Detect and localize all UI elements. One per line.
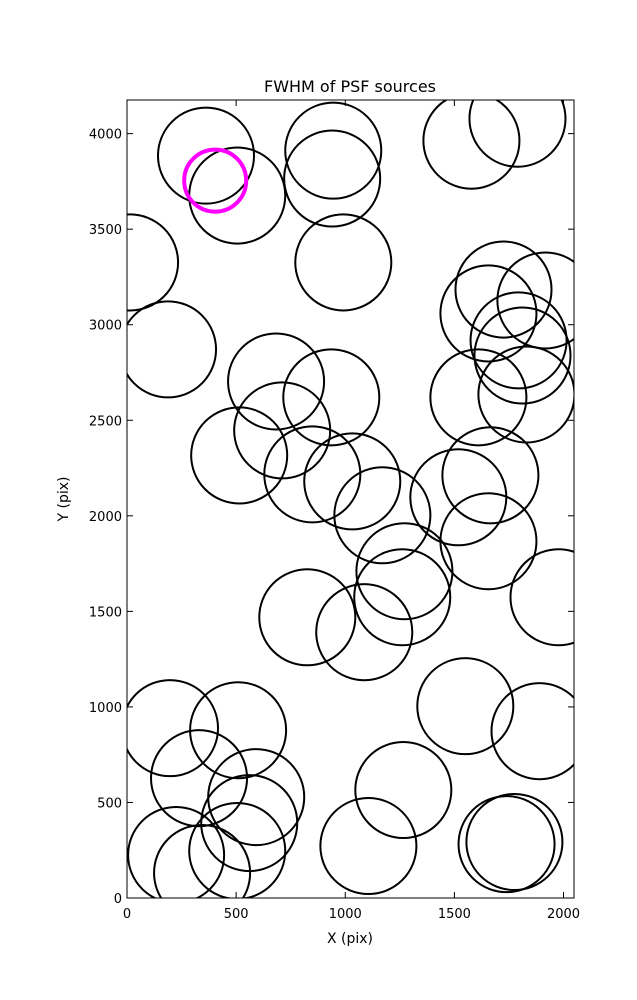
source-circle — [354, 741, 453, 840]
y-tick-label: 3000 — [89, 319, 122, 334]
source-circle — [127, 679, 220, 778]
source-circle — [469, 291, 568, 390]
source-circle — [282, 348, 381, 447]
source-circle — [353, 548, 452, 647]
source-circle — [333, 466, 432, 565]
source-circle — [182, 147, 249, 214]
source-circle — [439, 492, 538, 591]
y-tick-label: 1500 — [89, 605, 122, 620]
source-circle — [422, 100, 521, 190]
source-circle — [473, 306, 572, 405]
source-circle — [315, 583, 414, 682]
x-tick-label: 0 — [123, 907, 131, 922]
source-circle — [409, 448, 508, 547]
source-circle — [188, 801, 287, 898]
y-tick-label: 2500 — [89, 414, 122, 429]
source-circle — [496, 251, 574, 350]
y-tick-label: 2000 — [89, 510, 122, 525]
chart-title: FWHM of PSF sources — [264, 77, 436, 96]
source-circle — [457, 795, 556, 894]
source-circle — [227, 332, 326, 431]
source-circle — [150, 729, 249, 828]
y-axis-label: Y (pix) — [56, 477, 72, 523]
y-tick-label: 1000 — [89, 701, 122, 716]
source-circle — [465, 792, 564, 892]
source-circle — [319, 797, 418, 896]
source-circle — [429, 348, 528, 447]
source-circle — [190, 406, 289, 505]
source-circle — [127, 213, 180, 312]
source-circle — [233, 381, 332, 480]
y-tick-label: 500 — [97, 796, 122, 811]
source-circle — [258, 568, 357, 667]
y-tick-label: 4000 — [89, 128, 122, 143]
source-circle — [355, 522, 454, 621]
source-circle — [127, 300, 218, 399]
y-tick-label: 3500 — [89, 223, 122, 238]
x-tick-label: 500 — [224, 907, 249, 922]
source-circle — [468, 100, 567, 168]
source-circle — [283, 129, 382, 228]
source-circle — [509, 548, 574, 647]
x-tick-label: 2000 — [547, 907, 580, 922]
source-circle — [156, 106, 256, 205]
source-circle — [416, 657, 515, 756]
source-circle — [153, 823, 252, 898]
source-circle — [303, 432, 402, 531]
x-tick-label: 1500 — [438, 907, 471, 922]
plot-area — [127, 100, 574, 898]
x-axis-label: X (pix) — [327, 931, 373, 947]
source-circle — [477, 345, 574, 444]
source-circle — [294, 213, 393, 312]
source-circle — [490, 682, 574, 781]
source-circle — [454, 240, 553, 339]
source-circle — [439, 264, 538, 363]
source-circle — [127, 806, 226, 898]
source-circle — [188, 146, 287, 245]
source-circle — [263, 425, 362, 524]
plot-frame — [126, 99, 575, 899]
y-tick-label: 0 — [114, 892, 122, 907]
source-circle — [284, 101, 383, 200]
x-tick-label: 1000 — [329, 907, 362, 922]
